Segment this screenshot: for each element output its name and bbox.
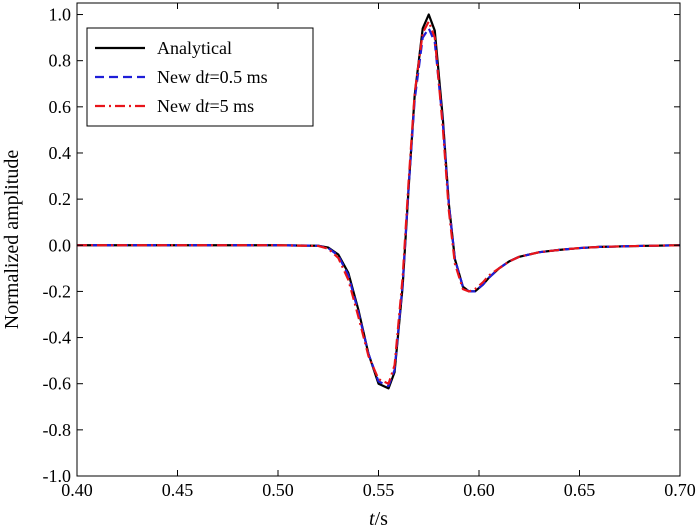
x-tick-label: 0.50 [262, 480, 294, 500]
y-tick-label: 0.2 [49, 189, 72, 209]
x-tick-label: 0.40 [61, 480, 93, 500]
series-line-1 [77, 27, 681, 388]
y-tick-label: 0.4 [49, 143, 72, 163]
x-tick-label: 0.65 [564, 480, 596, 500]
y-tick-label: -0.4 [43, 328, 72, 348]
y-tick-label: 0.8 [49, 51, 72, 71]
y-axis-label: Normalized amplitude [1, 150, 23, 330]
x-tick-label: 0.60 [463, 480, 495, 500]
x-tick-label: 0.45 [162, 480, 194, 500]
legend-label-1: New dt=0.5 ms [157, 67, 268, 87]
y-tick-label: -0.2 [43, 281, 72, 301]
legend-label-2: New dt=5 ms [157, 96, 254, 116]
x-axis-label-variable: t [369, 508, 375, 530]
x-tick-label: 0.55 [363, 480, 395, 500]
x-tick-label: 0.70 [664, 480, 696, 500]
legend: Analytical New dt=0.5 ms New dt=5 ms [86, 27, 314, 127]
legend-label-0: Analytical [157, 38, 232, 58]
y-tick-label: 0.6 [49, 97, 72, 117]
y-tick-label: -0.6 [43, 374, 72, 394]
x-axis: 0.40 0.45 0.50 0.55 0.60 0.65 0.70 [61, 3, 696, 500]
y-tick-label: -0.8 [43, 420, 72, 440]
y-tick-label: -1.0 [43, 466, 72, 486]
y-tick-label: 0.0 [49, 235, 72, 255]
series-line-2 [77, 20, 681, 385]
y-axis: -1.0 -0.8 -0.6 -0.4 -0.2 0.0 0.2 0.4 0.6 0.8 1.0 [43, 5, 680, 486]
series-lines [77, 13, 681, 390]
x-axis-label: t/s [369, 508, 388, 530]
x-axis-label-unit: /s [375, 508, 389, 530]
y-tick-label: 1.0 [49, 5, 72, 25]
